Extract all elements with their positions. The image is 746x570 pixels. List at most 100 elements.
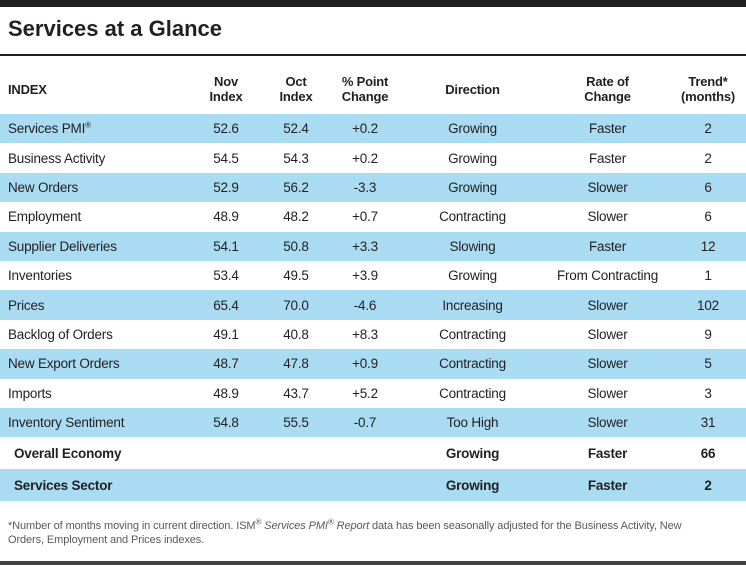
cell-direction: Too High	[446, 415, 499, 431]
cell-trend: 2	[704, 477, 712, 493]
cell-rate: Slower	[587, 179, 628, 195]
column-header-line: Change	[584, 89, 631, 104]
cell-name: Inventory Sentiment	[8, 415, 125, 431]
cell-trend: 5	[704, 356, 712, 372]
footnote-segment: Services PMI	[264, 520, 328, 532]
cell-direction: Growing	[445, 445, 500, 461]
cell-rate: Slower	[587, 415, 628, 431]
cell-rate: Slower	[587, 356, 628, 372]
cell-rate: Slower	[587, 209, 628, 225]
cell-pct: +0.2	[352, 150, 378, 166]
column-header-line: Change	[341, 89, 389, 104]
footnote-segment: *Number of months moving in current dire…	[8, 520, 256, 532]
table-row: New Orders 52.9 56.2 -3.3 Growing Slower 6	[0, 172, 746, 203]
cell-name: Employment	[8, 209, 82, 225]
cell-rate: Faster	[588, 238, 627, 254]
column-header-line: Index	[209, 89, 243, 104]
column-header-line: Index	[279, 89, 313, 104]
cell-oct: 43.7	[283, 385, 309, 401]
cell-rate: Faster	[587, 477, 628, 493]
cell-nov: 52.6	[213, 121, 239, 137]
table-row: Business Activity 54.5 54.3 +0.2 Growing Fast…	[0, 143, 746, 172]
table-row: Inventories 53.4 49.5 +3.9 Growing From Contr…	[0, 261, 746, 290]
cell-trend: 2	[704, 121, 712, 137]
cell-oct: 47.8	[283, 356, 309, 372]
cell-pct: -4.6	[353, 297, 377, 313]
cell-direction: Growing	[448, 268, 497, 284]
column-header-rate: Rate of Change	[545, 64, 670, 114]
cell-pct: +5.2	[352, 385, 378, 401]
cell-name: Services PMI®	[8, 121, 91, 137]
cell-rate: From Contracting	[556, 268, 659, 284]
column-header-name: INDEX	[0, 64, 190, 114]
cell-direction: Contracting	[439, 326, 506, 342]
cell-pct: +3.3	[352, 238, 378, 254]
cell-rate: Slower	[587, 326, 628, 342]
cell-direction: Contracting	[439, 356, 506, 372]
registered-trademark-symbol: ®	[85, 121, 91, 130]
cell-name: Business Activity	[8, 150, 106, 166]
cell-trend: 66	[700, 445, 716, 461]
cell-name: Supplier Deliveries	[8, 238, 117, 254]
cell-nov: 48.7	[213, 356, 239, 372]
cell-trend: 6	[704, 179, 712, 195]
cell-nov: 48.9	[213, 385, 239, 401]
cell-oct: 70.0	[283, 297, 309, 313]
table-row: Services Sector Growing Faster 2	[0, 469, 746, 502]
table-row: Imports 48.9 43.7 +5.2 Contracting Slower 3	[0, 379, 746, 408]
cell-pct: +3.9	[352, 268, 378, 284]
column-header-nov: Nov Index	[190, 64, 262, 114]
services-table: INDEX Nov Index Oct Index% Point Change Direct…	[0, 64, 746, 502]
cell-trend: 12	[700, 238, 716, 254]
cell-oct: 40.8	[283, 326, 309, 342]
cell-name: New Orders	[8, 179, 79, 195]
table-row: Services PMI® 52.6 52.4 +0.2 Growing Faster 2	[0, 114, 746, 144]
table-row: Overall Economy Growing Faster 66	[0, 437, 746, 469]
cell-pct: +0.9	[352, 356, 378, 372]
table-row: New Export Orders 48.7 47.8 +0.9 Contracting…	[0, 349, 746, 379]
table-row: Prices 65.4 70.0 -4.6 Increasing Slower 102	[0, 290, 746, 320]
footnote-segment: data has been seasonally adjusted for th…	[8, 520, 682, 546]
column-header-line: % Point	[341, 74, 389, 89]
registered-trademark-symbol: ®	[327, 517, 334, 527]
cell-direction: Increasing	[442, 297, 503, 313]
column-header-line: Direction	[445, 81, 500, 97]
cell-oct: 55.5	[283, 415, 309, 431]
table-row: Backlog of Orders 49.1 40.8 +8.3 Contracting…	[0, 320, 746, 349]
cell-pct: -3.3	[353, 179, 377, 195]
cell-trend: 2	[704, 150, 712, 166]
cell-name: Backlog of Orders	[8, 326, 113, 342]
cell-oct: 52.4	[283, 121, 309, 137]
cell-oct: 54.3	[283, 150, 309, 166]
cell-nov: 54.1	[213, 238, 239, 254]
cell-name: Inventories	[8, 268, 72, 284]
cell-pct: +0.2	[352, 121, 378, 137]
cell-oct: 49.5	[283, 268, 309, 284]
footnote-text: *Number of months moving in current dire…	[8, 517, 720, 547]
cell-name: Services Sector	[14, 477, 113, 493]
cell-rate: Faster	[588, 121, 627, 137]
cell-name: Overall Economy	[14, 445, 122, 461]
table-row: Supplier Deliveries 54.1 50.8 +3.3 Slowing Fa…	[0, 231, 746, 261]
cell-direction: Growing	[448, 179, 497, 195]
column-header-line: INDEX	[8, 81, 47, 97]
cell-rate: Faster	[587, 445, 628, 461]
cell-oct: 50.8	[283, 238, 309, 254]
cell-pct: -0.7	[353, 415, 377, 431]
cell-name: Imports	[8, 385, 52, 401]
cell-direction: Slowing	[449, 238, 496, 254]
cell-oct: 48.2	[283, 209, 309, 225]
cell-rate: Slower	[587, 385, 628, 401]
column-header-trend: Trend* (months)	[670, 64, 746, 114]
cell-trend: 1	[704, 268, 712, 284]
cell-direction: Growing	[448, 121, 497, 137]
column-header-pct: % Point Change	[330, 64, 400, 114]
column-header-line: Trend*	[688, 74, 728, 89]
cell-trend: 6	[704, 209, 712, 225]
cell-nov: 48.9	[213, 209, 239, 225]
cell-rate: Faster	[588, 150, 627, 166]
footnote-segment: Report	[333, 520, 370, 532]
cell-oct: 56.2	[283, 179, 309, 195]
cell-direction: Growing	[448, 150, 497, 166]
